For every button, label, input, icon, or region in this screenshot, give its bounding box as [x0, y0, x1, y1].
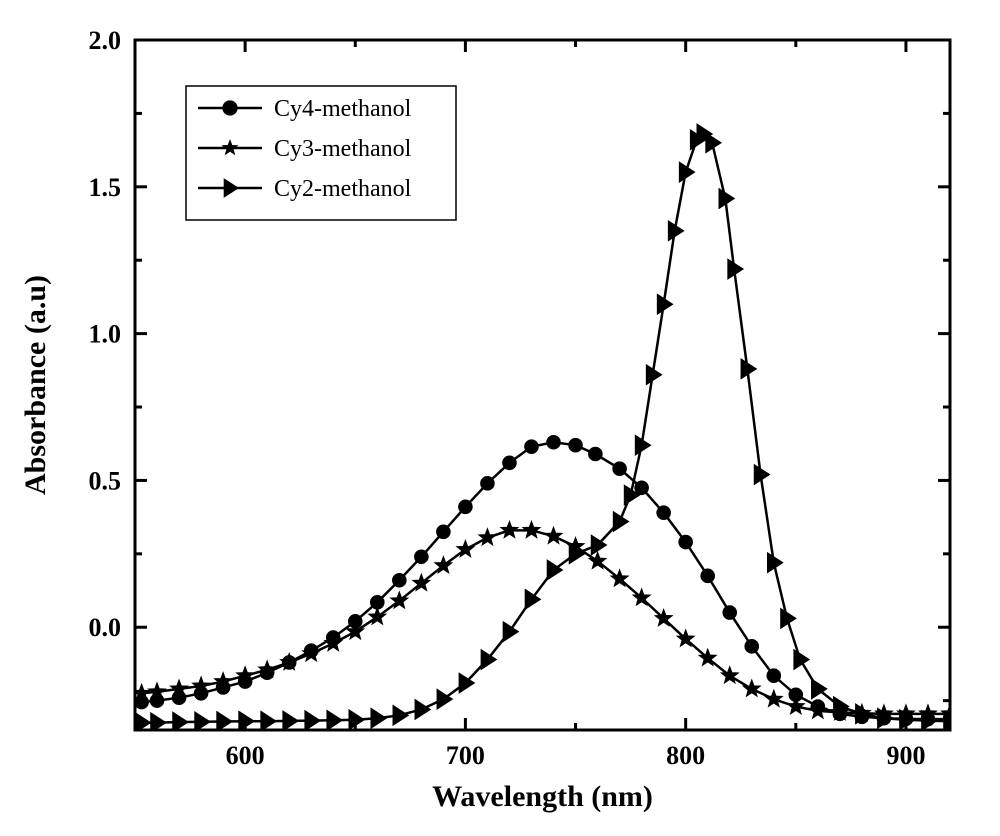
svg-text:0.5: 0.5 [89, 466, 122, 495]
svg-text:0.0: 0.0 [89, 613, 122, 642]
svg-text:800: 800 [666, 741, 705, 770]
svg-text:Absorbance (a.u): Absorbance (a.u) [19, 275, 52, 495]
svg-text:600: 600 [226, 741, 265, 770]
svg-text:900: 900 [886, 741, 925, 770]
svg-text:1.0: 1.0 [89, 320, 122, 349]
svg-text:Wavelength (nm): Wavelength (nm) [432, 780, 653, 813]
svg-text:Cy4-methanol: Cy4-methanol [274, 96, 412, 122]
svg-text:Cy3-methanol: Cy3-methanol [274, 136, 412, 162]
absorbance-chart: 600 700 800 900 0.0 0.5 1.0 1.5 2.0 Wavelength (n… [0, 0, 1000, 836]
svg-text:2.0: 2.0 [89, 26, 122, 55]
svg-text:Cy2-methanol: Cy2-methanol [274, 176, 412, 202]
chart-container: 600 700 800 900 0.0 0.5 1.0 1.5 2.0 Wavelength (n… [0, 0, 1000, 836]
svg-text:1.5: 1.5 [89, 173, 122, 202]
svg-text:700: 700 [446, 741, 485, 770]
